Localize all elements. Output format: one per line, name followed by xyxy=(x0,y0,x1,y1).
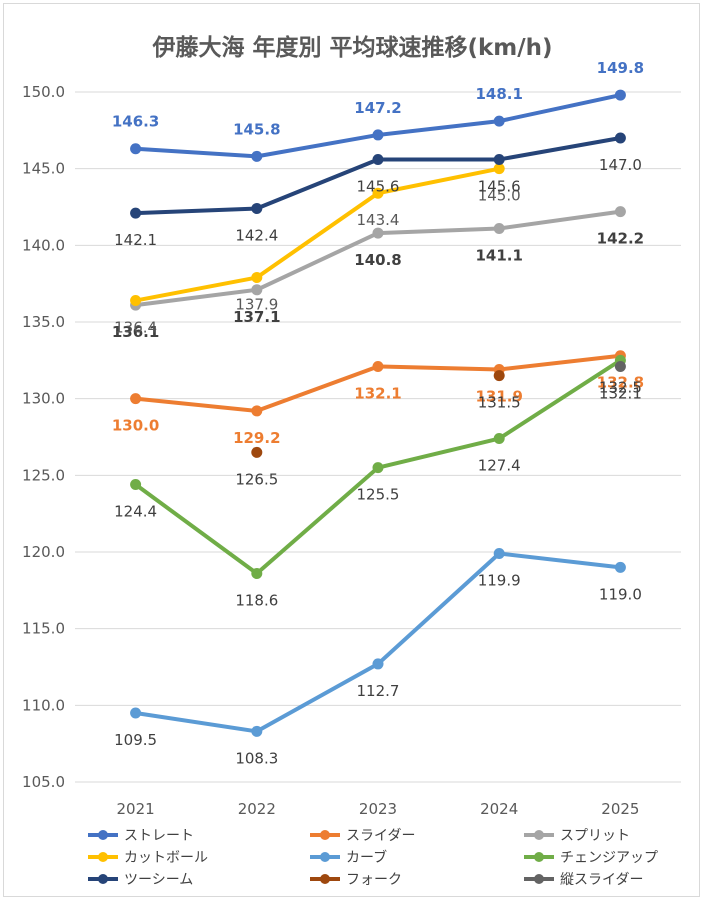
y-tick-label: 110.0 xyxy=(22,696,65,714)
data-label: 118.6 xyxy=(235,591,278,609)
data-label: 136.1 xyxy=(112,323,159,341)
data-point xyxy=(130,479,142,491)
data-point xyxy=(251,725,263,737)
data-point xyxy=(251,284,263,296)
data-label: 145.0 xyxy=(478,187,521,205)
data-point xyxy=(493,115,505,127)
x-tick-label: 2022 xyxy=(238,800,276,818)
y-tick-label: 115.0 xyxy=(22,620,65,638)
data-point xyxy=(372,129,384,141)
data-point xyxy=(130,295,142,307)
x-tick-label: 2025 xyxy=(601,800,639,818)
data-label: 145.6 xyxy=(478,177,521,195)
data-point xyxy=(493,153,505,165)
data-point xyxy=(493,548,505,560)
data-label: 137.9 xyxy=(235,296,278,314)
data-point xyxy=(493,222,505,234)
data-label: 149.8 xyxy=(597,59,644,77)
data-point xyxy=(614,132,626,144)
data-point xyxy=(493,433,505,445)
data-label: 142.2 xyxy=(597,230,644,248)
y-tick-label: 150.0 xyxy=(22,83,65,101)
data-point xyxy=(372,187,384,199)
data-point xyxy=(251,567,263,579)
x-tick-label: 2023 xyxy=(359,800,397,818)
data-point xyxy=(251,272,263,284)
data-label: 142.4 xyxy=(235,227,278,245)
data-label: 147.0 xyxy=(599,156,642,174)
data-point xyxy=(372,360,384,372)
x-tick-label: 2021 xyxy=(117,800,155,818)
data-label: 125.5 xyxy=(357,486,400,504)
y-tick-label: 105.0 xyxy=(22,773,65,791)
data-label: 127.4 xyxy=(478,457,521,475)
chart-title: 伊藤大海 年度別 平均球速推移(km/h) xyxy=(152,35,553,61)
data-label: 140.8 xyxy=(354,251,401,269)
data-label: 129.2 xyxy=(233,429,280,447)
data-point xyxy=(614,206,626,218)
series-line xyxy=(133,166,502,303)
data-label: 132.5 xyxy=(599,378,642,396)
data-point xyxy=(614,89,626,101)
data-label: 136.4 xyxy=(114,319,157,337)
series-line xyxy=(133,551,623,734)
data-point xyxy=(251,203,263,215)
chart-frame xyxy=(3,3,700,897)
data-point xyxy=(614,360,626,372)
data-point xyxy=(372,658,384,670)
data-point xyxy=(372,227,384,239)
x-tick-label: 2024 xyxy=(480,800,518,818)
data-label: 109.5 xyxy=(114,731,157,749)
data-label: 142.1 xyxy=(114,231,157,249)
data-point xyxy=(251,150,263,162)
data-label: 145.8 xyxy=(233,120,280,138)
data-label: 132.1 xyxy=(599,384,642,402)
data-label: 132.8 xyxy=(597,374,644,392)
data-label: 145.6 xyxy=(357,177,400,195)
data-point xyxy=(372,462,384,474)
y-tick-label: 145.0 xyxy=(22,160,65,178)
data-label: 131.5 xyxy=(478,394,521,412)
data-label: 119.9 xyxy=(478,572,521,590)
data-point xyxy=(251,446,263,458)
data-point xyxy=(130,207,142,219)
data-point xyxy=(372,153,384,165)
data-point xyxy=(493,370,505,382)
series-line xyxy=(133,136,623,216)
y-tick-label: 135.0 xyxy=(22,313,65,331)
data-label: 130.0 xyxy=(112,417,159,435)
data-label: 124.4 xyxy=(114,503,157,521)
data-label: 147.2 xyxy=(354,99,401,117)
data-point xyxy=(493,163,505,175)
data-label: 112.7 xyxy=(357,682,400,700)
data-point xyxy=(130,393,142,405)
y-tick-label: 125.0 xyxy=(22,466,65,484)
data-point xyxy=(614,561,626,573)
data-label: 137.1 xyxy=(233,308,280,326)
data-label: 132.1 xyxy=(354,384,401,402)
data-point xyxy=(251,405,263,417)
y-tick-label: 140.0 xyxy=(22,236,65,254)
data-label: 148.1 xyxy=(475,85,522,103)
data-label: 126.5 xyxy=(235,470,278,488)
data-point xyxy=(130,143,142,155)
data-label: 141.1 xyxy=(475,246,522,264)
data-point xyxy=(130,707,142,719)
data-label: 108.3 xyxy=(235,749,278,767)
data-label: 146.3 xyxy=(112,113,159,131)
y-tick-label: 130.0 xyxy=(22,390,65,408)
data-label: 143.4 xyxy=(357,211,400,229)
data-label: 131.9 xyxy=(475,388,522,406)
data-label: 119.0 xyxy=(599,585,642,603)
y-tick-label: 120.0 xyxy=(22,543,65,561)
